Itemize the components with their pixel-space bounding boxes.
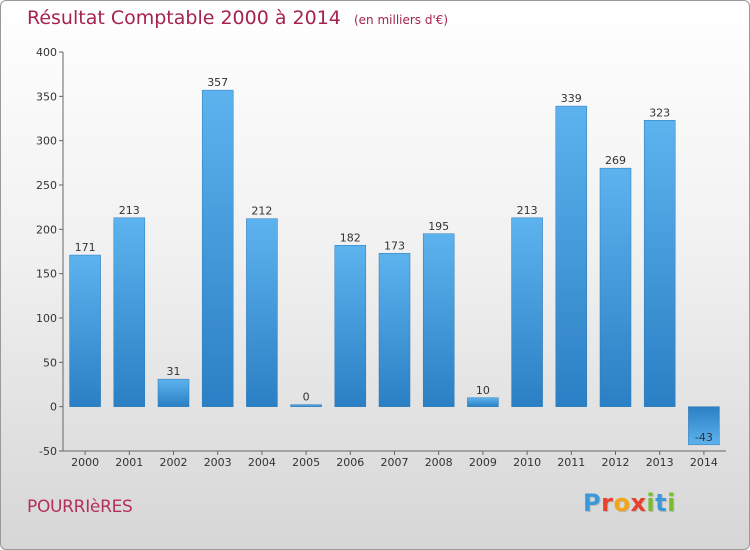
data-label: 10 (476, 384, 490, 397)
logo-letter: i (646, 489, 656, 517)
y-tick-label: 200 (36, 223, 57, 236)
data-label: 212 (251, 205, 272, 218)
x-tick-label: 2014 (690, 456, 718, 469)
logo-letter: x (630, 489, 647, 517)
commune-name: POURRIèRES (27, 497, 133, 517)
x-tick-label: 2000 (71, 456, 99, 469)
bar-2004 (246, 218, 278, 407)
x-tick-label: 2010 (513, 456, 541, 469)
y-tick-label: -50 (39, 445, 57, 458)
data-label: 323 (649, 106, 670, 119)
x-tick-label: 2005 (292, 456, 320, 469)
data-label: 339 (561, 92, 582, 105)
bar-2009 (467, 397, 499, 407)
chart-unit: (en milliers d'€) (353, 13, 449, 27)
logo-letter: P (583, 489, 602, 517)
logo-letter: i (667, 489, 676, 517)
logo-letter: o (613, 489, 631, 517)
y-tick-label: 50 (43, 356, 57, 369)
x-tick-label: 2012 (602, 456, 630, 469)
bar-2001 (113, 217, 146, 407)
bar-2013 (643, 120, 676, 407)
x-tick-label: 2003 (204, 456, 232, 469)
data-label: 357 (207, 76, 228, 89)
data-label: 213 (517, 204, 538, 217)
bar-2008 (422, 233, 455, 407)
logo-letter: t (655, 489, 668, 517)
bar-2014 (688, 406, 720, 446)
chart-title: Résultat Comptable 2000 à 2014 (27, 7, 341, 29)
x-tick-label: 2011 (557, 456, 585, 469)
y-tick-label: 0 (50, 401, 57, 414)
logo-letter: r (601, 489, 614, 517)
bar-2006 (334, 245, 367, 407)
bar-2000 (69, 254, 101, 407)
data-label: 195 (428, 220, 449, 233)
y-tick-label: 300 (36, 135, 57, 148)
data-label: 269 (605, 154, 626, 167)
data-label: -43 (695, 431, 713, 444)
x-tick-label: 2004 (248, 456, 276, 469)
data-label: 31 (167, 365, 181, 378)
data-label: 213 (119, 204, 140, 217)
y-tick-label: 350 (36, 90, 57, 103)
y-tick-label: 250 (36, 179, 57, 192)
x-tick-label: 2009 (469, 456, 497, 469)
bar-2011 (555, 105, 588, 407)
x-tick-label: 2007 (381, 456, 409, 469)
bar-2003 (201, 89, 234, 407)
x-tick-label: 2013 (646, 456, 674, 469)
x-tick-label: 2006 (336, 456, 364, 469)
bar-2007 (378, 253, 411, 407)
data-label: 171 (75, 241, 96, 254)
x-tick-label: 2002 (160, 456, 188, 469)
bar-2002 (157, 378, 190, 407)
y-tick-label: 100 (36, 312, 57, 325)
y-tick-label: 150 (36, 268, 57, 281)
page-title: Résultat Comptable 2000 à 2014 (en milli… (27, 7, 448, 29)
x-tick-label: 2008 (425, 456, 453, 469)
bar-2010 (511, 217, 543, 407)
bar-2005 (290, 404, 322, 407)
data-label: 173 (384, 239, 405, 252)
y-tick-label: 400 (36, 46, 57, 59)
x-tick-label: 2001 (115, 456, 143, 469)
bar-2012 (599, 167, 632, 407)
data-label: 182 (340, 231, 361, 244)
data-label: 0 (303, 391, 310, 404)
proxiti-logo[interactable]: Proxiti (583, 489, 676, 517)
